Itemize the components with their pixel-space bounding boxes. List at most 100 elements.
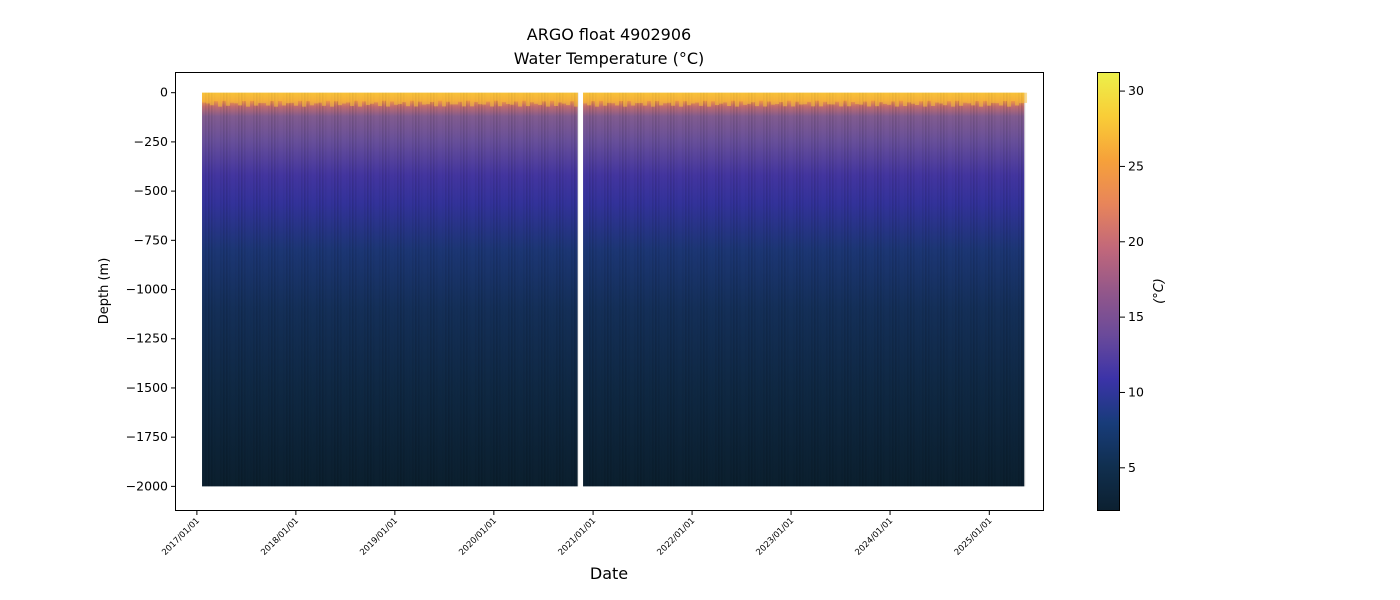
texture-streak bbox=[805, 93, 807, 487]
surface-streak bbox=[623, 92, 628, 107]
texture-streak bbox=[847, 92, 849, 487]
texture-streak bbox=[613, 93, 615, 487]
texture-streak bbox=[757, 93, 759, 487]
surface-streak bbox=[991, 92, 996, 103]
texture-streak bbox=[844, 92, 846, 487]
surface-streak bbox=[374, 92, 379, 103]
surface-streak bbox=[955, 92, 960, 101]
texture-streak bbox=[427, 92, 429, 487]
surface-streak bbox=[226, 92, 231, 106]
surface-streak bbox=[611, 92, 616, 104]
surface-streak bbox=[294, 92, 299, 106]
texture-streak bbox=[424, 93, 426, 487]
x-tick-label: 2021/01/01 bbox=[556, 516, 598, 558]
texture-streak bbox=[550, 93, 552, 487]
surface-streak bbox=[310, 92, 315, 106]
texture-streak bbox=[685, 92, 687, 487]
texture-streak bbox=[691, 92, 693, 487]
surface-streak bbox=[735, 92, 740, 107]
surface-streak bbox=[414, 92, 419, 107]
surface-streak bbox=[647, 92, 652, 101]
texture-streak bbox=[1024, 92, 1026, 487]
surface-streak bbox=[342, 92, 347, 104]
texture-streak bbox=[295, 93, 297, 487]
texture-streak bbox=[430, 92, 432, 487]
texture-streak bbox=[559, 92, 561, 487]
surface-streak bbox=[659, 92, 664, 106]
texture-streak bbox=[682, 92, 684, 487]
texture-streak bbox=[859, 92, 861, 487]
texture-streak bbox=[841, 93, 843, 487]
texture-streak bbox=[781, 92, 783, 487]
texture-streak bbox=[454, 93, 456, 487]
texture-streak bbox=[898, 92, 900, 487]
texture-streak bbox=[283, 93, 285, 487]
surface-streak bbox=[875, 92, 880, 107]
surface-streak bbox=[919, 92, 924, 102]
surface-streak bbox=[242, 92, 247, 102]
surface-streak bbox=[783, 92, 788, 107]
chart-subtitle: Water Temperature (°C) bbox=[514, 49, 704, 68]
x-tick-label: 2017/01/01 bbox=[160, 516, 202, 558]
surface-streak bbox=[338, 92, 343, 106]
texture-streak bbox=[733, 92, 735, 487]
surface-streak bbox=[811, 92, 816, 107]
texture-streak bbox=[487, 93, 489, 487]
texture-streak bbox=[538, 93, 540, 487]
texture-streak bbox=[355, 92, 357, 487]
texture-streak bbox=[826, 92, 828, 487]
texture-streak bbox=[361, 93, 363, 487]
surface-streak bbox=[979, 92, 984, 107]
texture-streak bbox=[922, 92, 924, 487]
texture-streak bbox=[910, 92, 912, 487]
texture-streak bbox=[796, 92, 798, 487]
surface-streak bbox=[246, 92, 251, 107]
texture-streak bbox=[211, 92, 213, 487]
surface-streak bbox=[843, 92, 848, 101]
texture-streak bbox=[748, 92, 750, 487]
texture-streak bbox=[241, 92, 243, 487]
texture-streak bbox=[400, 92, 402, 487]
texture-streak bbox=[820, 93, 822, 487]
surface-streak bbox=[382, 92, 387, 101]
surface-streak bbox=[566, 92, 571, 106]
texture-streak bbox=[715, 92, 717, 487]
texture-streak bbox=[382, 92, 384, 487]
surface-streak bbox=[639, 92, 644, 103]
texture-streak bbox=[658, 92, 660, 487]
texture-streak bbox=[235, 93, 237, 487]
texture-streak bbox=[406, 93, 408, 487]
surface-streak bbox=[262, 92, 267, 104]
surface-streak bbox=[406, 92, 411, 107]
colorbar-tick-label: 25 bbox=[1128, 158, 1144, 173]
texture-streak bbox=[661, 93, 663, 487]
texture-streak bbox=[571, 92, 573, 487]
texture-streak bbox=[850, 92, 852, 487]
surface-streak bbox=[506, 92, 511, 104]
surface-streak bbox=[775, 92, 780, 105]
texture-streak bbox=[958, 92, 960, 487]
surface-streak bbox=[562, 92, 567, 104]
surface-streak bbox=[422, 92, 427, 105]
surface-streak bbox=[486, 92, 491, 102]
texture-streak bbox=[736, 92, 738, 487]
surface-streak bbox=[450, 92, 455, 105]
texture-streak bbox=[634, 92, 636, 487]
texture-streak bbox=[595, 92, 597, 487]
texture-streak bbox=[391, 93, 393, 487]
texture-streak bbox=[622, 92, 624, 487]
texture-streak bbox=[889, 92, 891, 487]
texture-streak bbox=[253, 92, 255, 487]
texture-streak bbox=[745, 93, 747, 487]
texture-streak bbox=[451, 92, 453, 487]
data-segment-1 bbox=[202, 92, 578, 487]
texture-streak bbox=[205, 92, 207, 487]
texture-streak bbox=[655, 92, 657, 487]
surface-streak bbox=[1003, 92, 1008, 101]
surface-streak bbox=[707, 92, 712, 107]
surface-streak bbox=[847, 92, 852, 107]
texture-streak bbox=[247, 93, 249, 487]
surface-streak bbox=[1015, 92, 1020, 106]
surface-streak bbox=[358, 92, 363, 107]
